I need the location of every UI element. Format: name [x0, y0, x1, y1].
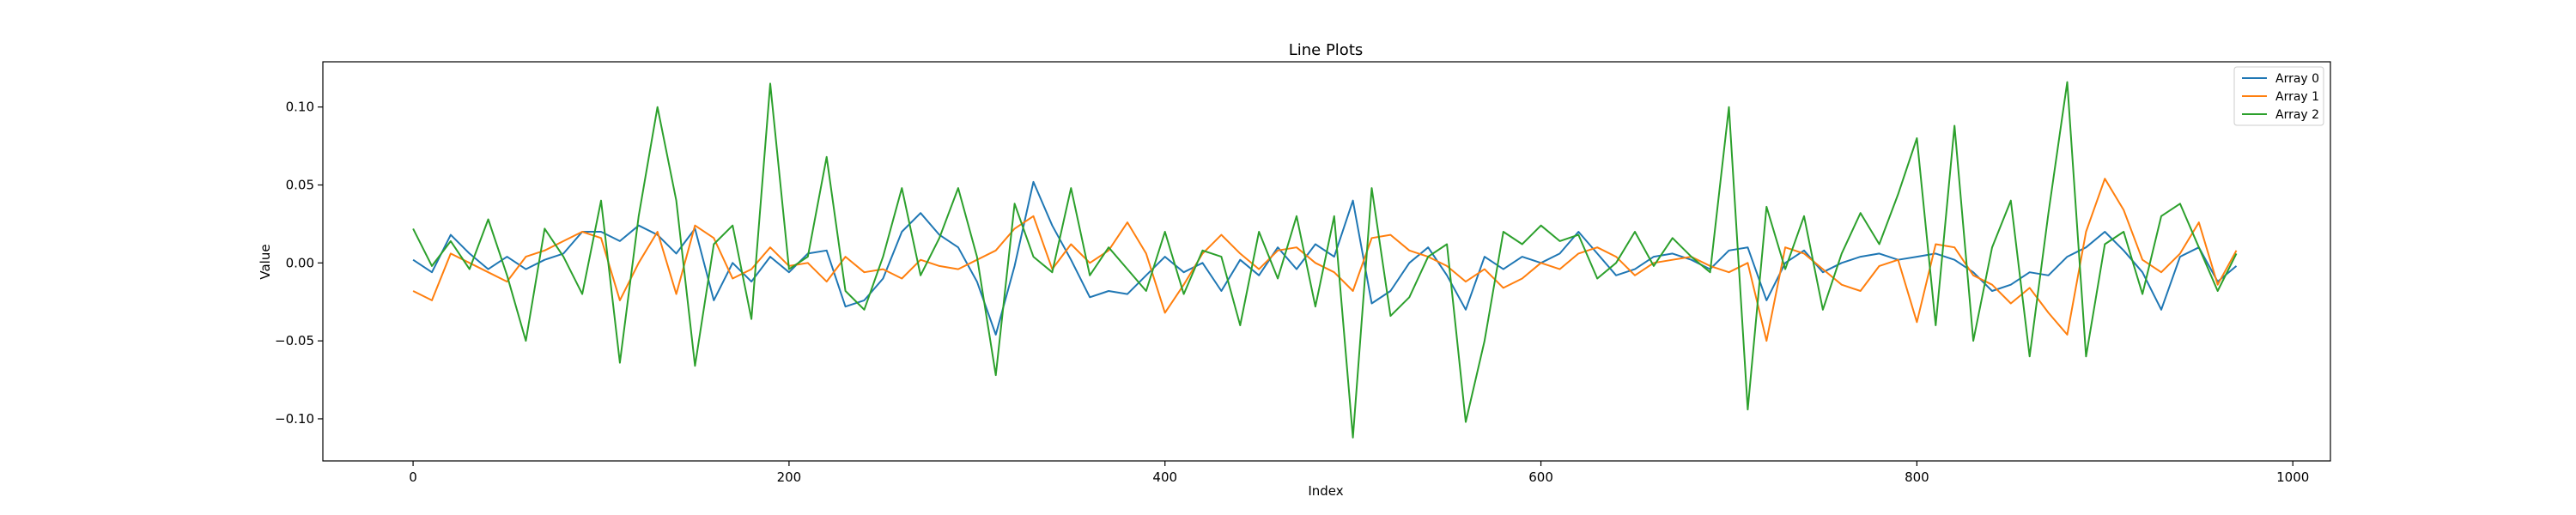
x-tick-label: 800 [1905, 470, 1929, 485]
x-axis-label: Index [1308, 483, 1343, 499]
legend-label-array-2: Array 2 [2275, 108, 2319, 122]
legend-box [2233, 66, 2324, 126]
x-tick-label: 0 [409, 470, 417, 485]
plot-frame [322, 61, 2331, 462]
y-tick-label: 0.00 [286, 255, 314, 270]
plot-lines [412, 81, 2238, 439]
x-tick-label: 400 [1152, 470, 1177, 485]
y-axis-label: Value [258, 244, 273, 279]
y-axis: −0.10 −0.05 0.00 0.05 0.10 [275, 100, 323, 427]
x-axis: 0 200 400 600 800 1000 [409, 461, 2309, 485]
x-tick-label: 200 [777, 470, 802, 485]
y-tick-label: 0.05 [286, 177, 314, 192]
chart-title: Line Plots [1289, 41, 1364, 59]
x-tick-label: 600 [1528, 470, 1553, 485]
legend-label-array-0: Array 0 [2275, 72, 2319, 86]
series-line-array-2 [412, 81, 2238, 439]
y-tick-label: 0.10 [286, 100, 314, 115]
x-tick-label: 1000 [2276, 470, 2309, 485]
y-tick-label: −0.10 [275, 411, 314, 427]
legend: Array 0 Array 1 Array 2 [2233, 66, 2324, 126]
series-line-array-1 [412, 178, 2238, 342]
legend-label-array-1: Array 1 [2275, 90, 2319, 104]
y-tick-label: −0.05 [275, 333, 314, 348]
